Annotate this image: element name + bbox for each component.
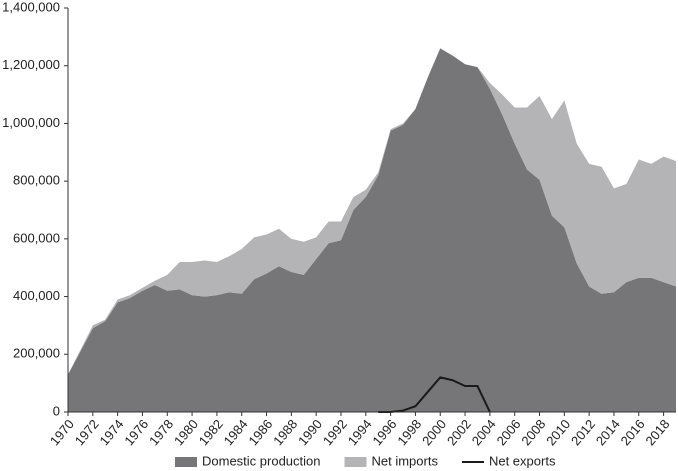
y-tick-label: 200,000 — [13, 346, 60, 361]
legend-swatch — [344, 457, 367, 467]
x-tick-label: 2002 — [444, 416, 474, 448]
x-tick-label: 2012 — [568, 416, 598, 448]
x-tick-label: 1972 — [72, 416, 102, 448]
legend-swatch — [175, 457, 197, 467]
x-tick-label: 1988 — [270, 416, 300, 448]
line — [378, 376, 491, 413]
x-tick-label: 2000 — [419, 416, 449, 448]
x-tick-label: 1996 — [369, 416, 399, 448]
y-tick-label: 1,000,000 — [2, 115, 60, 130]
x-tick-label: 1992 — [320, 416, 350, 448]
x-tick-label: 2008 — [518, 416, 548, 448]
y-tick-label: 0 — [53, 403, 60, 418]
x-tick-label: 2016 — [618, 416, 648, 448]
legend-label: Domestic production — [202, 453, 321, 468]
x-tick-label: 2018 — [642, 416, 672, 448]
x-tick-label: 1974 — [96, 416, 126, 448]
x-tick-label: 2004 — [469, 416, 499, 448]
y-tick-label: 800,000 — [13, 173, 60, 188]
x-tick-label: 1980 — [171, 416, 201, 448]
x-tick-label: 1990 — [295, 416, 325, 448]
x-tick-label: 1970 — [47, 416, 77, 448]
x-tick-label: 2014 — [593, 416, 623, 448]
y-tick-label: 400,000 — [13, 288, 60, 303]
x-tick-label: 1978 — [146, 416, 176, 448]
legend: Domestic production Net imports Net export… — [175, 453, 556, 468]
x-tick-label: 2006 — [494, 416, 524, 448]
legend-label: Net exports — [489, 453, 556, 468]
x-tick-label: 1982 — [196, 416, 226, 448]
x-tick-label: 1976 — [121, 416, 151, 448]
y-tick-label: 1,400,000 — [2, 0, 60, 14]
x-tick-label: 2010 — [543, 416, 573, 448]
x-tick-label: 1994 — [345, 416, 375, 448]
y-tick-label: 600,000 — [13, 230, 60, 245]
area — [68, 48, 676, 375]
x-tick-label: 1998 — [394, 416, 424, 448]
x-tick-label: 1986 — [245, 416, 275, 448]
y-tick-label: 1,200,000 — [2, 57, 60, 72]
area — [68, 48, 676, 413]
x-tick-label: 1984 — [221, 416, 251, 448]
legend-label: Net imports — [372, 453, 439, 468]
